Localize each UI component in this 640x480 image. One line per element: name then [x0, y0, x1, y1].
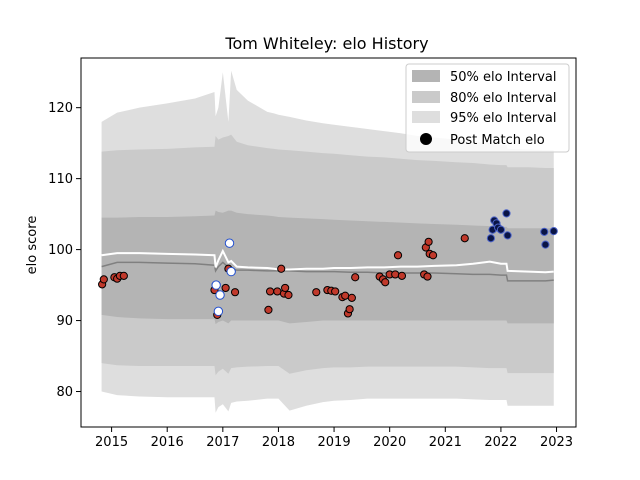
y-axis-ticks: 80 90 100 110 120	[48, 101, 81, 400]
y-tick-label-100: 100	[48, 243, 73, 258]
x-tick-label-2020: 2020	[373, 435, 406, 450]
legend-box	[405, 63, 570, 153]
x-tick-label-2017: 2017	[206, 435, 239, 450]
legend-label-50: 50% elo Interval	[450, 70, 557, 85]
legend-swatch-50	[412, 70, 440, 82]
x-tick-label-2023: 2023	[540, 435, 573, 450]
legend-label-95: 95% elo Interval	[450, 111, 557, 126]
post-match-point-19	[273, 287, 282, 296]
post-match-point-44	[424, 237, 433, 246]
post-match-point-22	[281, 283, 290, 293]
post-match-point-10	[213, 306, 224, 317]
legend-marker-post-match	[420, 133, 432, 145]
post-match-point-38	[391, 270, 400, 279]
post-match-point-18	[266, 287, 275, 296]
trend-lines	[101, 248, 554, 282]
post-match-point-16	[230, 288, 240, 297]
post-match-point-47	[460, 234, 469, 243]
post-match-point-39	[393, 251, 403, 260]
mean-elo-line	[101, 248, 554, 274]
x-tick-label-2019: 2019	[318, 435, 351, 450]
post-match-point-31	[345, 305, 354, 314]
median-elo-line	[101, 261, 554, 282]
y-tick-label-120: 120	[48, 101, 73, 116]
y-axis-label: elo score	[25, 216, 40, 275]
post-match-point-48	[486, 234, 495, 243]
post-match-point-36	[381, 278, 390, 287]
y-tick-label-110: 110	[48, 172, 73, 187]
y-tick-label-80: 80	[56, 385, 73, 400]
post-match-point-54	[502, 209, 511, 218]
post-match-point-56	[540, 227, 549, 236]
post-match-point-27	[331, 287, 340, 296]
post-match-point-23	[284, 290, 293, 300]
chart-title: Tom Whiteley: elo History	[224, 34, 428, 53]
x-tick-label-2021: 2021	[429, 435, 462, 450]
post-match-point-12	[221, 283, 230, 293]
x-tick-label-2016: 2016	[151, 435, 184, 450]
post-match-point-15	[226, 266, 236, 277]
x-axis-ticks: 2015 2016 2017 2018 2019 2020 2021 2022 2023	[95, 427, 573, 450]
post-match-point-43	[423, 272, 432, 281]
legend-label-80: 80% elo Interval	[450, 91, 557, 106]
legend-label-post-match: Post Match elo	[450, 133, 545, 148]
post-match-point-2	[99, 275, 108, 284]
x-tick-label-2018: 2018	[262, 435, 295, 450]
post-match-point-33	[351, 273, 360, 282]
plot-area	[98, 70, 558, 413]
post-match-points	[98, 209, 558, 319]
legend-swatch-80	[412, 91, 440, 103]
band-50-interval	[101, 210, 554, 325]
post-match-point-8	[211, 280, 221, 290]
plot-frame	[80, 57, 577, 428]
post-match-point-20	[277, 264, 286, 273]
post-match-point-58	[549, 227, 558, 236]
post-match-point-32	[347, 293, 356, 302]
post-match-point-17	[264, 305, 273, 315]
post-match-point-14	[224, 238, 235, 248]
post-match-point-55	[503, 231, 512, 240]
legend: 50% elo Interval 80% elo Interval 95% el…	[405, 63, 570, 153]
post-match-point-24	[312, 288, 321, 297]
post-match-point-57	[541, 240, 550, 249]
y-tick-label-90: 90	[56, 314, 73, 329]
post-match-point-53	[496, 225, 506, 234]
x-tick-label-2022: 2022	[484, 435, 517, 450]
post-match-point-40	[397, 271, 407, 280]
post-match-point-29	[341, 291, 350, 300]
post-match-point-11	[215, 290, 225, 300]
post-match-point-6	[119, 271, 128, 280]
post-match-point-46	[428, 251, 438, 260]
x-tick-label-2015: 2015	[95, 435, 128, 450]
legend-swatch-95	[412, 111, 440, 123]
